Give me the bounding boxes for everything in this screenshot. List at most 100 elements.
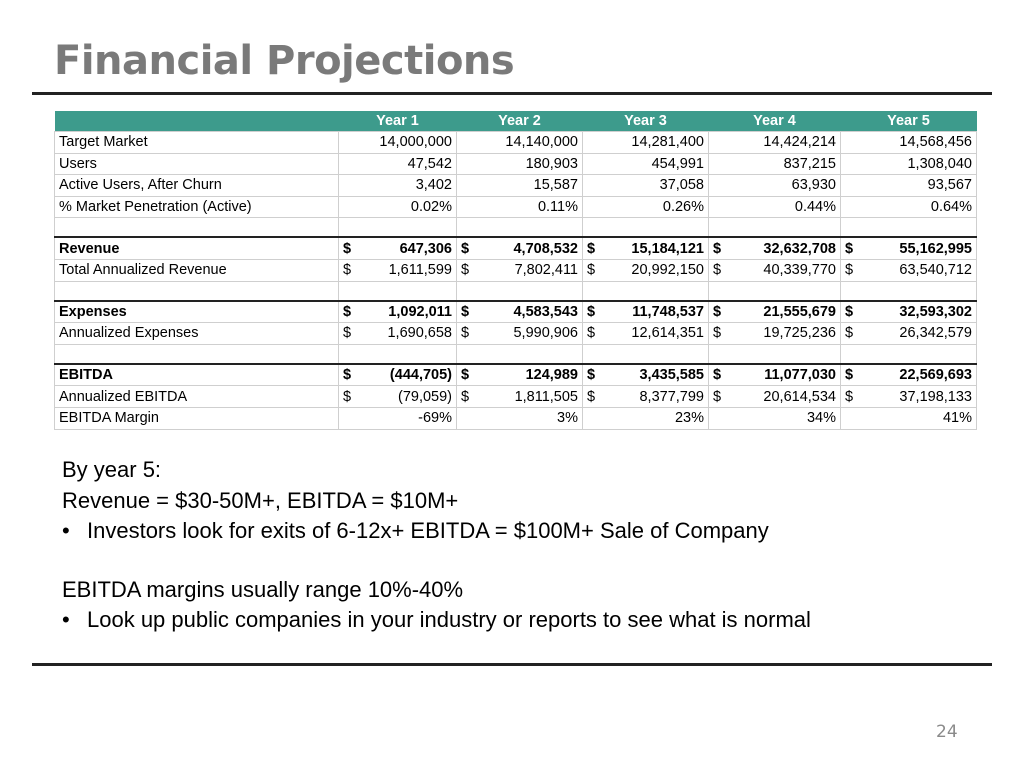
- cell-value: 14,424,214: [763, 134, 836, 151]
- currency-symbol: $: [713, 325, 722, 342]
- row-label: [54, 280, 339, 302]
- currency-symbol: $: [587, 325, 596, 342]
- currency-symbol: $: [461, 367, 470, 384]
- currency-symbol: $: [461, 240, 470, 257]
- cell-value: 93,567: [927, 177, 972, 194]
- cell-value: 0.44%: [794, 199, 836, 216]
- value-cell: $15,184,121: [582, 236, 709, 260]
- row-label: Active Users, After Churn: [54, 174, 339, 197]
- value-cell: $20,614,534: [708, 385, 841, 408]
- cell-value: 0.02%: [410, 199, 452, 216]
- value-cell: $32,593,302: [840, 299, 977, 324]
- value-cell: $4,583,543: [456, 299, 583, 324]
- header-blank: [54, 111, 339, 132]
- value-cell: 0.02%: [338, 195, 457, 219]
- cell-value: -69%: [418, 410, 452, 427]
- cell-value: 1,690,658: [387, 325, 452, 342]
- value-cell: 14,424,214: [708, 131, 841, 154]
- cell-value: 21,555,679: [763, 303, 836, 320]
- cell-value: 37,058: [659, 177, 704, 194]
- value-cell: $26,342,579: [840, 322, 977, 345]
- value-cell: 0.44%: [708, 195, 841, 219]
- currency-symbol: $: [845, 325, 854, 342]
- currency-symbol: $: [461, 262, 470, 279]
- empty-cell: [338, 217, 457, 238]
- value-cell: 1,308,040: [840, 152, 977, 176]
- value-cell: 93,567: [840, 174, 977, 197]
- value-cell: $11,748,537: [582, 299, 709, 324]
- value-cell: 14,281,400: [582, 131, 709, 154]
- footer-divider: [32, 663, 992, 666]
- empty-cell: [582, 280, 709, 302]
- table-row: Revenue $647,306 $4,708,532 $15,184,121 $32,…: [54, 236, 977, 260]
- value-cell: $1,611,599: [338, 258, 457, 282]
- currency-symbol: $: [343, 367, 352, 384]
- table-spacer-row: [54, 217, 977, 238]
- cell-value: 47,542: [407, 155, 452, 172]
- empty-cell: [338, 280, 457, 302]
- value-cell: $11,077,030: [708, 362, 841, 387]
- currency-symbol: $: [713, 262, 722, 279]
- value-cell: 0.64%: [840, 195, 977, 219]
- value-cell: $22,569,693: [840, 362, 977, 387]
- value-cell: 180,903: [456, 152, 583, 176]
- notes-heading: By year 5:: [62, 457, 162, 482]
- cell-value: 34%: [806, 410, 836, 427]
- page-number: 24: [936, 722, 958, 742]
- table-row: Total Annualized Revenue $1,611,599 $7,802…: [54, 258, 977, 282]
- empty-cell: [456, 280, 583, 302]
- value-cell: 0.11%: [456, 195, 583, 219]
- table-row: % Market Penetration (Active) 0.02% 0.11% 0…: [54, 195, 977, 219]
- currency-symbol: $: [343, 388, 352, 405]
- cell-value: 647,306: [399, 240, 452, 257]
- value-cell: 63,930: [708, 174, 841, 197]
- currency-symbol: $: [587, 240, 596, 257]
- currency-symbol: $: [343, 240, 352, 257]
- notes-block: By year 5: Revenue = $30-50M+, EBITDA = …: [62, 455, 962, 636]
- currency-symbol: $: [713, 303, 722, 320]
- value-cell: $37,198,133: [840, 385, 977, 408]
- notes-revenue-summary: Revenue = $30-50M+, EBITDA = $10M+: [62, 487, 459, 513]
- row-label: Expenses: [54, 299, 339, 324]
- cell-value: 180,903: [525, 155, 578, 172]
- value-cell: $647,306: [338, 236, 457, 260]
- empty-cell: [582, 217, 709, 238]
- empty-cell: [456, 217, 583, 238]
- empty-cell: [708, 280, 841, 302]
- currency-symbol: $: [587, 303, 596, 320]
- currency-symbol: $: [713, 240, 722, 257]
- currency-symbol: $: [343, 325, 352, 342]
- value-cell: $4,708,532: [456, 236, 583, 260]
- cell-value: 837,215: [783, 155, 836, 172]
- header-year-5: Year 5: [840, 111, 977, 132]
- table-row: Annualized EBITDA $ (79,059) $1,811,505 $8,3…: [54, 385, 977, 408]
- value-cell: 41%: [840, 406, 977, 430]
- table-row: Target Market 14,000,000 14,140,000 14,281,…: [54, 131, 977, 154]
- cell-value: 55,162,995: [899, 240, 972, 257]
- cell-value: 63,540,712: [899, 262, 972, 279]
- currency-symbol: $: [461, 325, 470, 342]
- cell-value: 22,569,693: [899, 367, 972, 384]
- empty-cell: [840, 343, 977, 365]
- row-label: Target Market: [54, 131, 339, 154]
- cell-value: 32,632,708: [763, 240, 836, 257]
- value-cell: $32,632,708: [708, 236, 841, 260]
- value-cell: $40,339,770: [708, 258, 841, 282]
- row-label: EBITDA Margin: [54, 406, 339, 430]
- cell-value: 15,184,121: [631, 240, 704, 257]
- table-row: Users 47,542 180,903 454,991 837,215 1,308,04…: [54, 152, 977, 176]
- cell-value: 454,991: [651, 155, 704, 172]
- cell-value: 12,614,351: [631, 325, 704, 342]
- value-cell: 0.26%: [582, 195, 709, 219]
- value-cell: $3,435,585: [582, 362, 709, 387]
- cell-value: (444,705): [389, 367, 452, 384]
- cell-value: 7,802,411: [514, 262, 578, 279]
- cell-value: 14,000,000: [379, 134, 452, 151]
- row-label: % Market Penetration (Active): [54, 195, 339, 219]
- cell-value: (79,059): [397, 388, 452, 405]
- table-header-row: Year 1 Year 2 Year 3 Year 4 Year 5: [54, 111, 977, 132]
- value-cell: -69%: [338, 406, 457, 430]
- value-cell: 14,140,000: [456, 131, 583, 154]
- value-cell: $7,802,411: [456, 258, 583, 282]
- cell-value: 37,198,133: [899, 388, 972, 405]
